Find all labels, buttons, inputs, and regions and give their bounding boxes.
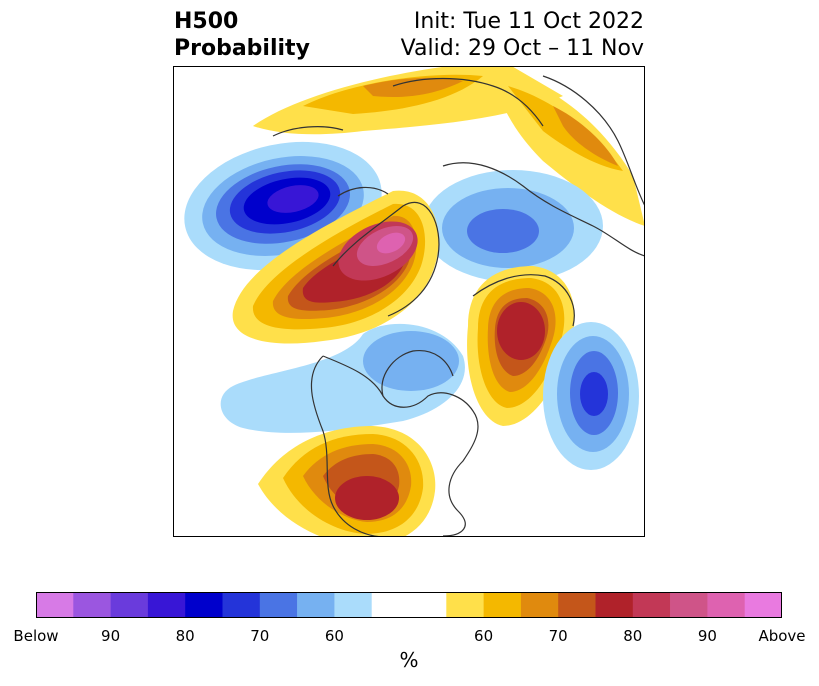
colorbar-tick-label: 70 [250,627,270,645]
above-anomaly-arctic [253,66,563,135]
colorbar-unit: % [399,648,419,672]
colorbar-cell [110,592,149,618]
colorbar-cell [73,592,111,618]
above-anomaly-southwest-us [258,426,436,537]
colorbar-cell [483,592,522,618]
title-quantity: Probability [174,36,310,61]
colorbar-tick-label: 60 [324,627,344,645]
land-outlines [272,75,645,537]
colorbar-cell [520,592,559,618]
colorbar-cell [595,592,634,618]
colorbar-cell [222,592,261,618]
colorbar-cell [744,592,782,618]
colorbar-tick-label: 90 [697,627,717,645]
colorbar-tick-label: 80 [175,627,195,645]
below-anomaly-atlantic [543,322,639,470]
init-date: Init: Tue 11 Oct 2022 [413,9,644,34]
above-anomaly-alaska [232,190,439,344]
below-anomaly-siberia [423,170,603,282]
title-variable: H500 [174,9,239,34]
colorbar-tick-label: 80 [623,627,643,645]
colorbar-cell [707,592,745,618]
colorbar-cell [297,592,335,618]
above-anomaly-scandinavia [493,71,645,226]
colorbar-cell [259,592,298,618]
colorbar-cell [558,592,596,618]
colorbar-tick-label: 90 [101,627,121,645]
colorbar-cell [147,592,186,618]
colorbar-cell [371,592,410,618]
probability-map [173,66,645,537]
colorbar-tick-label: Below [13,627,59,645]
below-anomaly-canada [220,323,465,433]
colorbar-tick-label: Above [758,627,806,645]
forecast-dates: Init: Tue 11 Oct 2022 Valid: 29 Oct – 11… [401,8,644,62]
colorbar-cell [36,592,74,618]
map-title: H500 Probability [174,8,310,62]
colorbar-cell [409,592,447,618]
colorbar-cell [446,592,484,618]
colorbar-tick-label: 70 [548,627,568,645]
colorbar-cell [670,592,708,618]
colorbar-cell [185,592,223,618]
colorbar-cell [632,592,671,618]
colorbar [36,592,782,618]
valid-period: Valid: 29 Oct – 11 Nov [400,36,644,61]
colorbar-cell [334,592,372,618]
above-anomaly-europe [467,266,575,426]
map-frame [173,66,645,537]
colorbar-tick-label: 60 [474,627,494,645]
